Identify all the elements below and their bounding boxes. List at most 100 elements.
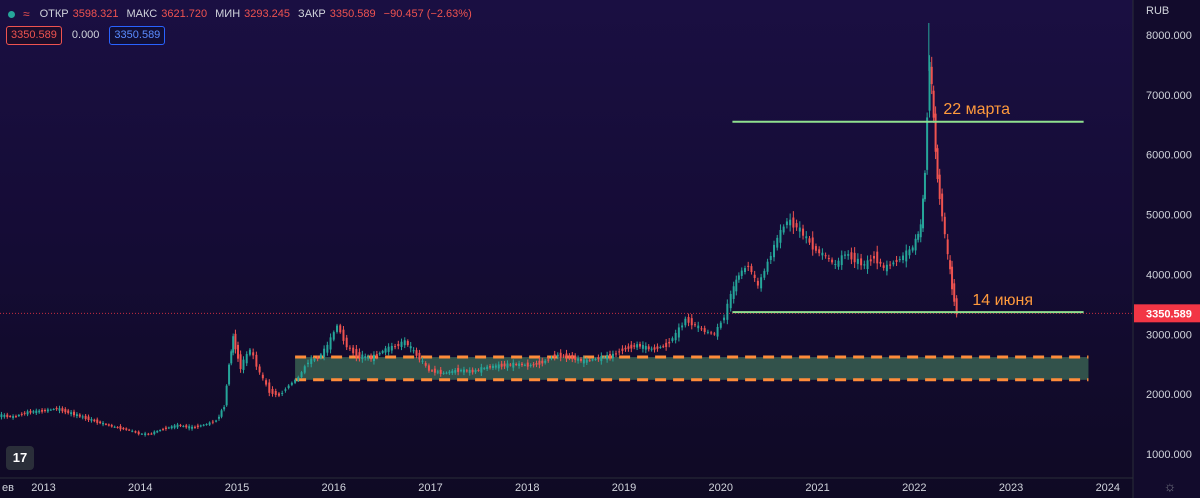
candle-body	[84, 415, 87, 419]
candle-body	[503, 363, 506, 367]
candle-body	[647, 346, 650, 350]
candle-body	[102, 422, 105, 425]
candle-body	[930, 66, 933, 85]
candle-body	[3, 415, 6, 417]
candle-body	[17, 414, 20, 417]
candle-body	[639, 343, 642, 347]
candle-body	[694, 324, 697, 326]
candle-body	[9, 415, 12, 417]
candle-body	[943, 216, 946, 235]
candle-body	[512, 362, 515, 368]
candle-body	[67, 410, 70, 413]
candle-body	[789, 219, 792, 226]
candle-body	[424, 363, 427, 366]
candle-body	[837, 260, 840, 267]
candle-body	[732, 286, 735, 299]
open-value: 3598.321	[72, 8, 119, 20]
x-tick-label: 2014	[128, 482, 152, 494]
candle-body	[110, 424, 113, 427]
price-badge-secondary[interactable]: 3350.589	[109, 26, 166, 45]
candle-body	[336, 325, 339, 332]
candle-body	[55, 407, 58, 410]
candle-body	[199, 425, 202, 427]
candle-body	[805, 236, 808, 239]
candle-body	[409, 346, 412, 349]
candle-body	[400, 341, 403, 347]
candle-body	[26, 411, 29, 415]
candle-body	[494, 365, 497, 368]
candle-body	[271, 388, 274, 394]
candle-body	[636, 344, 639, 348]
candle-body	[81, 416, 84, 418]
candle-body	[776, 237, 779, 248]
candle-body	[390, 345, 393, 351]
candle-body	[442, 372, 445, 374]
candle-body	[932, 90, 935, 118]
y-tick-label: 7000.000	[1146, 90, 1192, 102]
candle-body	[941, 193, 944, 217]
candle-body	[911, 247, 914, 251]
candle-body	[421, 360, 424, 362]
candle-body	[677, 327, 680, 338]
last-price-tag	[1134, 304, 1200, 323]
candle-body	[735, 279, 738, 292]
candle-body	[556, 354, 559, 357]
candle-body	[471, 369, 474, 373]
candle-body	[550, 357, 553, 359]
candle-body	[656, 346, 659, 349]
candle-body	[624, 347, 627, 350]
symbol-wave-icon[interactable]: ≈	[23, 7, 30, 21]
candle-body	[381, 351, 384, 353]
price-badge[interactable]: 3350.589	[6, 26, 62, 45]
candle-body	[122, 427, 125, 430]
candle-body	[700, 328, 703, 330]
candle-body	[313, 359, 316, 361]
y-tick-label: 2000.000	[1146, 389, 1192, 401]
candle-body	[847, 254, 850, 256]
candle-body	[697, 325, 700, 329]
candle-body	[358, 352, 361, 358]
candle-body	[529, 365, 532, 367]
candle-body	[52, 409, 55, 411]
candle-body	[713, 333, 716, 335]
candle-body	[303, 366, 306, 373]
indicator-badges: 3350.589 0.000 3350.589	[6, 26, 166, 45]
candle-body	[600, 355, 603, 362]
candle-body	[287, 385, 290, 388]
candle-body	[477, 369, 480, 371]
candle-body	[258, 366, 261, 373]
candle-body	[611, 353, 614, 359]
y-tick-label: 8000.000	[1146, 30, 1192, 42]
candle-body	[824, 255, 827, 257]
candle-body	[415, 350, 418, 356]
settings-gear-icon[interactable]: ☼	[1163, 478, 1177, 494]
candle-body	[113, 426, 116, 428]
candle-body	[140, 433, 143, 435]
candle-body	[23, 412, 26, 414]
candle-body	[814, 246, 817, 251]
candle-body	[239, 354, 242, 370]
candle-body	[562, 355, 565, 357]
candle-body	[743, 268, 746, 273]
candle-body	[468, 370, 471, 373]
x-tick-label: 2019	[612, 482, 636, 494]
candle-body	[740, 270, 743, 276]
candle-body	[329, 337, 332, 350]
open-label: ОТКР	[39, 8, 69, 20]
candle-body	[726, 303, 729, 320]
candle-body	[78, 414, 81, 417]
candle-body	[737, 275, 740, 280]
candle-body	[394, 346, 397, 348]
candle-body	[99, 421, 102, 424]
annotation-high-label: 22 марта	[943, 101, 1010, 118]
tradingview-logo-icon[interactable]: 17	[6, 446, 34, 470]
support-zone[interactable]	[295, 357, 1089, 380]
candle-body	[582, 359, 585, 364]
candle-body	[384, 348, 387, 353]
candle-body	[792, 217, 795, 228]
candle-body	[144, 433, 147, 436]
candle-body	[684, 318, 687, 326]
candle-body	[866, 260, 869, 270]
candle-body	[284, 389, 287, 391]
